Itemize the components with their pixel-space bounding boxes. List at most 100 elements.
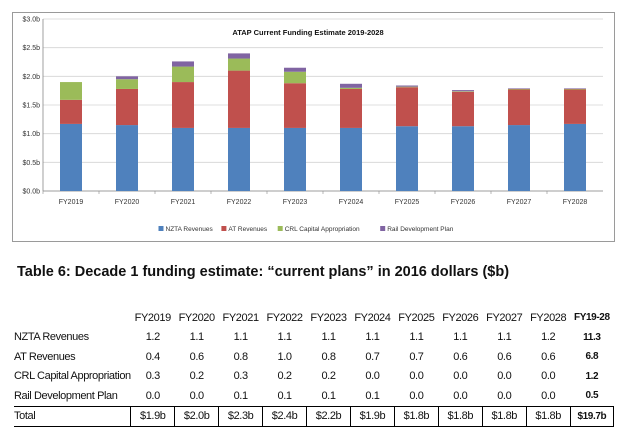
table-cell: 0.0 [189,389,204,402]
bar-crl-capital-appropriation [228,58,250,71]
table-row: Rail Development Plan 0.0 0.0 0.1 0.1 0.1 0.1 0… [14,386,614,406]
table-cell: 0.2 [321,370,336,383]
x-tick-label: FY2026 [451,199,476,206]
bar-nzta-revenues [508,125,530,191]
table-cell: 0.6 [189,350,204,363]
x-tick-label: FY2021 [171,199,196,206]
bar-at-revenues [396,87,418,127]
chart-title: ATAP Current Funding Estimate 2019-2028 [232,28,383,37]
table-cell: $2.4b [262,405,308,427]
table-cell: 0.1 [277,389,292,402]
funding-table: FY2019 FY2020 FY2021 FY2022 FY2023 FY2024 FY20… [14,308,615,427]
table-header-row: FY2019 FY2020 FY2021 FY2022 FY2023 FY2024 FY20… [14,308,614,328]
table-cell: 0.1 [365,389,380,402]
y-tick-label: $1.5b [22,103,40,110]
table-cell: 0.8 [233,350,248,363]
bar-rail-development-plan [452,90,474,92]
table-cell: 0.6 [541,350,556,363]
bar-nzta-revenues [284,127,306,191]
bar-rail-development-plan [228,53,250,59]
bar-rail-development-plan [116,76,138,80]
x-tick-label: FY2028 [563,199,588,206]
bar-crl-capital-appropriation [340,87,362,89]
x-tick-label: FY2020 [115,199,140,206]
table-cell: 0.1 [233,389,248,402]
table-cell: 0.0 [453,389,468,402]
table-cell: $1.8b [393,405,439,427]
table-cell: 0.0 [145,389,160,402]
column-header: FY2027 [486,311,523,324]
x-tick-label: FY2024 [339,199,364,206]
table-cell: 1.1 [189,331,204,344]
legend-label: NZTA Revenues [166,226,214,233]
table-cell: $1.8b [481,405,527,427]
bar-crl-capital-appropriation [284,71,306,84]
bar-rail-development-plan [284,67,306,72]
bar-nzta-revenues [452,126,474,191]
legend-swatch [221,226,227,231]
bar-at-revenues [172,82,194,128]
table-cell: 0.3 [233,370,248,383]
legend-label: Rail Development Plan [387,226,454,233]
bar-crl-capital-appropriation [172,66,194,83]
column-header: FY19-28 [574,312,610,324]
table-row: CRL Capital Appropriation 0.3 0.2 0.3 0.2 0.2… [14,367,614,387]
bar-nzta-revenues [60,123,82,191]
table-cell: 1.0 [277,350,292,363]
bar-crl-capital-appropriation [60,82,82,100]
table-cell: $19.7b [569,405,615,427]
bar-crl-capital-appropriation [396,86,418,88]
table-cell: 0.8 [321,350,336,363]
y-tick-label: $0.5b [22,160,40,167]
table-cell: 1.1 [409,331,424,344]
bar-crl-capital-appropriation [116,79,138,89]
column-header: FY2020 [178,311,216,324]
chart-panel: ATAP Current Funding Estimate 2019-2028 $… [12,12,615,242]
x-tick-label: FY2027 [507,199,532,206]
bar-nzta-revenues [228,127,250,191]
legend-swatch [380,226,386,231]
table-cell: 0.7 [409,350,424,363]
table-cell: 0.0 [541,389,556,402]
table-cell: 6.8 [585,351,599,363]
legend-label: CRL Capital Appropriation [285,226,360,233]
table-cell: 0.1 [321,389,336,402]
table-cell: 1.1 [277,331,292,344]
table-cell: $2.3b [218,405,264,427]
column-header: FY2025 [398,311,435,324]
x-tick-label: FY2022 [227,199,252,206]
table-cell: $1.8b [437,405,483,427]
table-cell: 1.1 [233,331,248,344]
bar-rail-development-plan [340,83,362,88]
column-header: FY2026 [442,311,479,324]
table-cell: 1.2 [541,331,556,344]
table-cell: $1.8b [525,405,571,427]
table-cell: $1.9b [130,405,176,427]
y-tick-label: $1.0b [22,131,40,138]
table-cell: 1.2 [145,331,160,344]
legend-swatch [158,226,164,231]
bar-at-revenues [284,83,306,128]
table-cell: 11.3 [583,331,601,343]
table-cell: 0.0 [453,370,468,383]
table-cell: 1.1 [497,331,512,344]
y-tick-label: $2.0b [22,74,40,81]
table-heading: Table 6: Decade 1 funding estimate: “cur… [17,264,510,280]
bar-nzta-revenues [172,127,194,191]
column-header: FY2028 [530,311,567,324]
column-header: FY2022 [266,311,303,324]
row-label: CRL Capital Appropriation [14,370,131,383]
table-cell: 1.2 [585,370,599,382]
bar-rail-development-plan [396,85,418,87]
x-tick-label: FY2025 [395,199,420,206]
bar-at-revenues [228,70,250,128]
table-cell: 0.6 [497,350,512,363]
bar-nzta-revenues [340,127,362,191]
bar-crl-capital-appropriation [564,88,586,90]
table-row: AT Revenues 0.4 0.6 0.8 1.0 0.8 0.7 0.7 0.6 0.6 0.… [14,347,614,367]
bar-rail-development-plan [508,88,530,89]
header-blank [14,308,131,328]
bar-crl-capital-appropriation [452,91,474,92]
column-header: FY2021 [222,311,260,324]
y-tick-label: $2.5b [22,45,40,52]
